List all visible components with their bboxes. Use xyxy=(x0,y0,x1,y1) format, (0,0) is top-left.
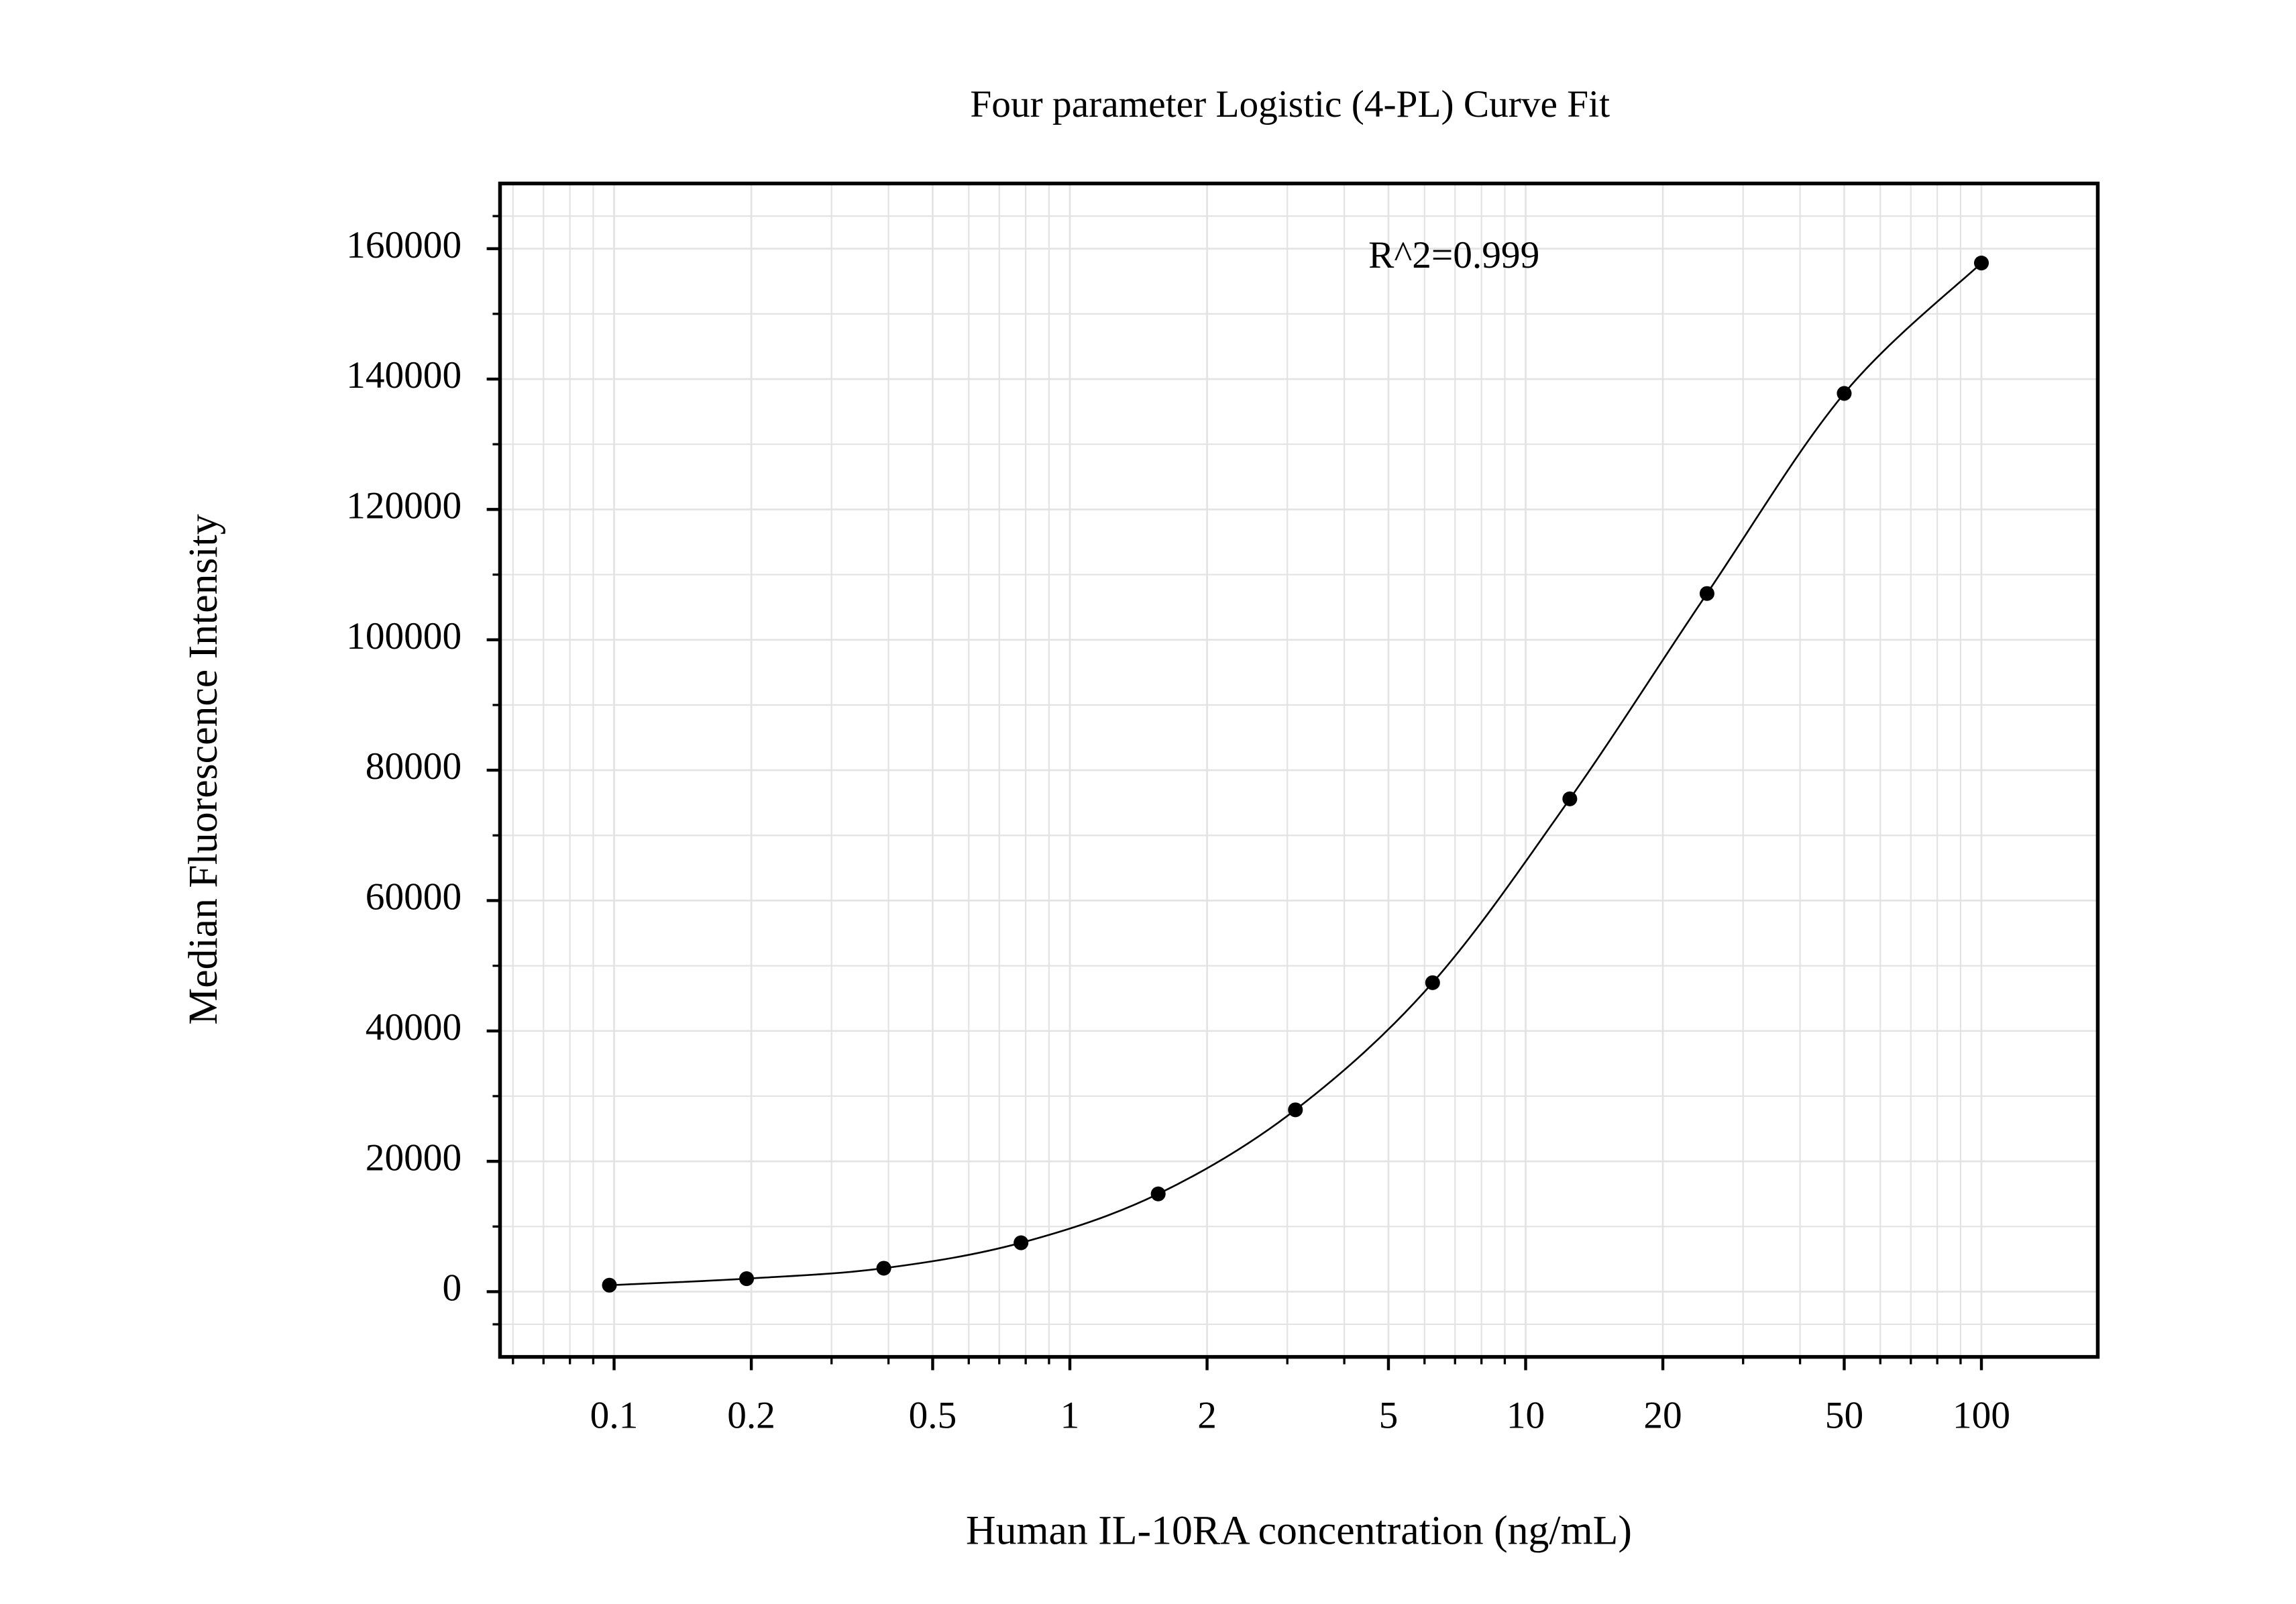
data-point xyxy=(602,1277,617,1293)
x-tick-label: 2 xyxy=(1197,1394,1217,1436)
x-axis-label: Human IL-10RA concentration (ng/mL) xyxy=(966,1508,1632,1554)
fit-curve xyxy=(609,262,1982,1287)
data-point xyxy=(1973,256,1989,271)
data-point xyxy=(1288,1102,1303,1118)
data-point xyxy=(1425,975,1440,990)
y-tick-label: 80000 xyxy=(366,745,461,788)
axes: 0.1 0.2 0.5 1 2 5 10 20 50 100 0 20000 40000 60000 800… xyxy=(346,215,2010,1436)
data-point xyxy=(876,1261,891,1276)
y-tick-label: 140000 xyxy=(346,354,461,396)
marks xyxy=(602,256,1989,1293)
data-point xyxy=(1014,1235,1029,1250)
y-tick-label: 160000 xyxy=(346,224,461,266)
y-tick-label: 60000 xyxy=(366,876,461,918)
x-tick-label: 0.1 xyxy=(590,1394,639,1436)
y-axis-label: Median Fluorescence Intensity xyxy=(180,514,226,1025)
y-tick-label: 0 xyxy=(442,1267,461,1309)
x-tick-label: 1 xyxy=(1060,1394,1080,1436)
x-tick-label: 0.5 xyxy=(909,1394,957,1436)
annotation: R^2=0.999 xyxy=(1368,234,1539,276)
y-tick-label: 40000 xyxy=(366,1006,461,1049)
chart-title: Four parameter Logistic (4-PL) Curve Fit xyxy=(970,83,1610,125)
data-point xyxy=(739,1271,755,1287)
y-tick-label: 20000 xyxy=(366,1136,461,1179)
x-tick-label: 0.2 xyxy=(727,1394,775,1436)
x-tick-label: 50 xyxy=(1825,1394,1863,1436)
y-tick-label: 120000 xyxy=(346,485,461,527)
data-point xyxy=(1150,1186,1166,1201)
data-point xyxy=(1562,791,1578,806)
grid xyxy=(500,183,2098,1357)
y-tick-label: 100000 xyxy=(346,615,461,657)
data-point xyxy=(1699,586,1714,601)
x-tick-label: 10 xyxy=(1507,1394,1545,1436)
data-point xyxy=(1837,386,1852,401)
x-tick-label: 20 xyxy=(1643,1394,1682,1436)
x-tick-label: 100 xyxy=(1953,1394,2010,1436)
x-tick-label: 5 xyxy=(1379,1394,1399,1436)
